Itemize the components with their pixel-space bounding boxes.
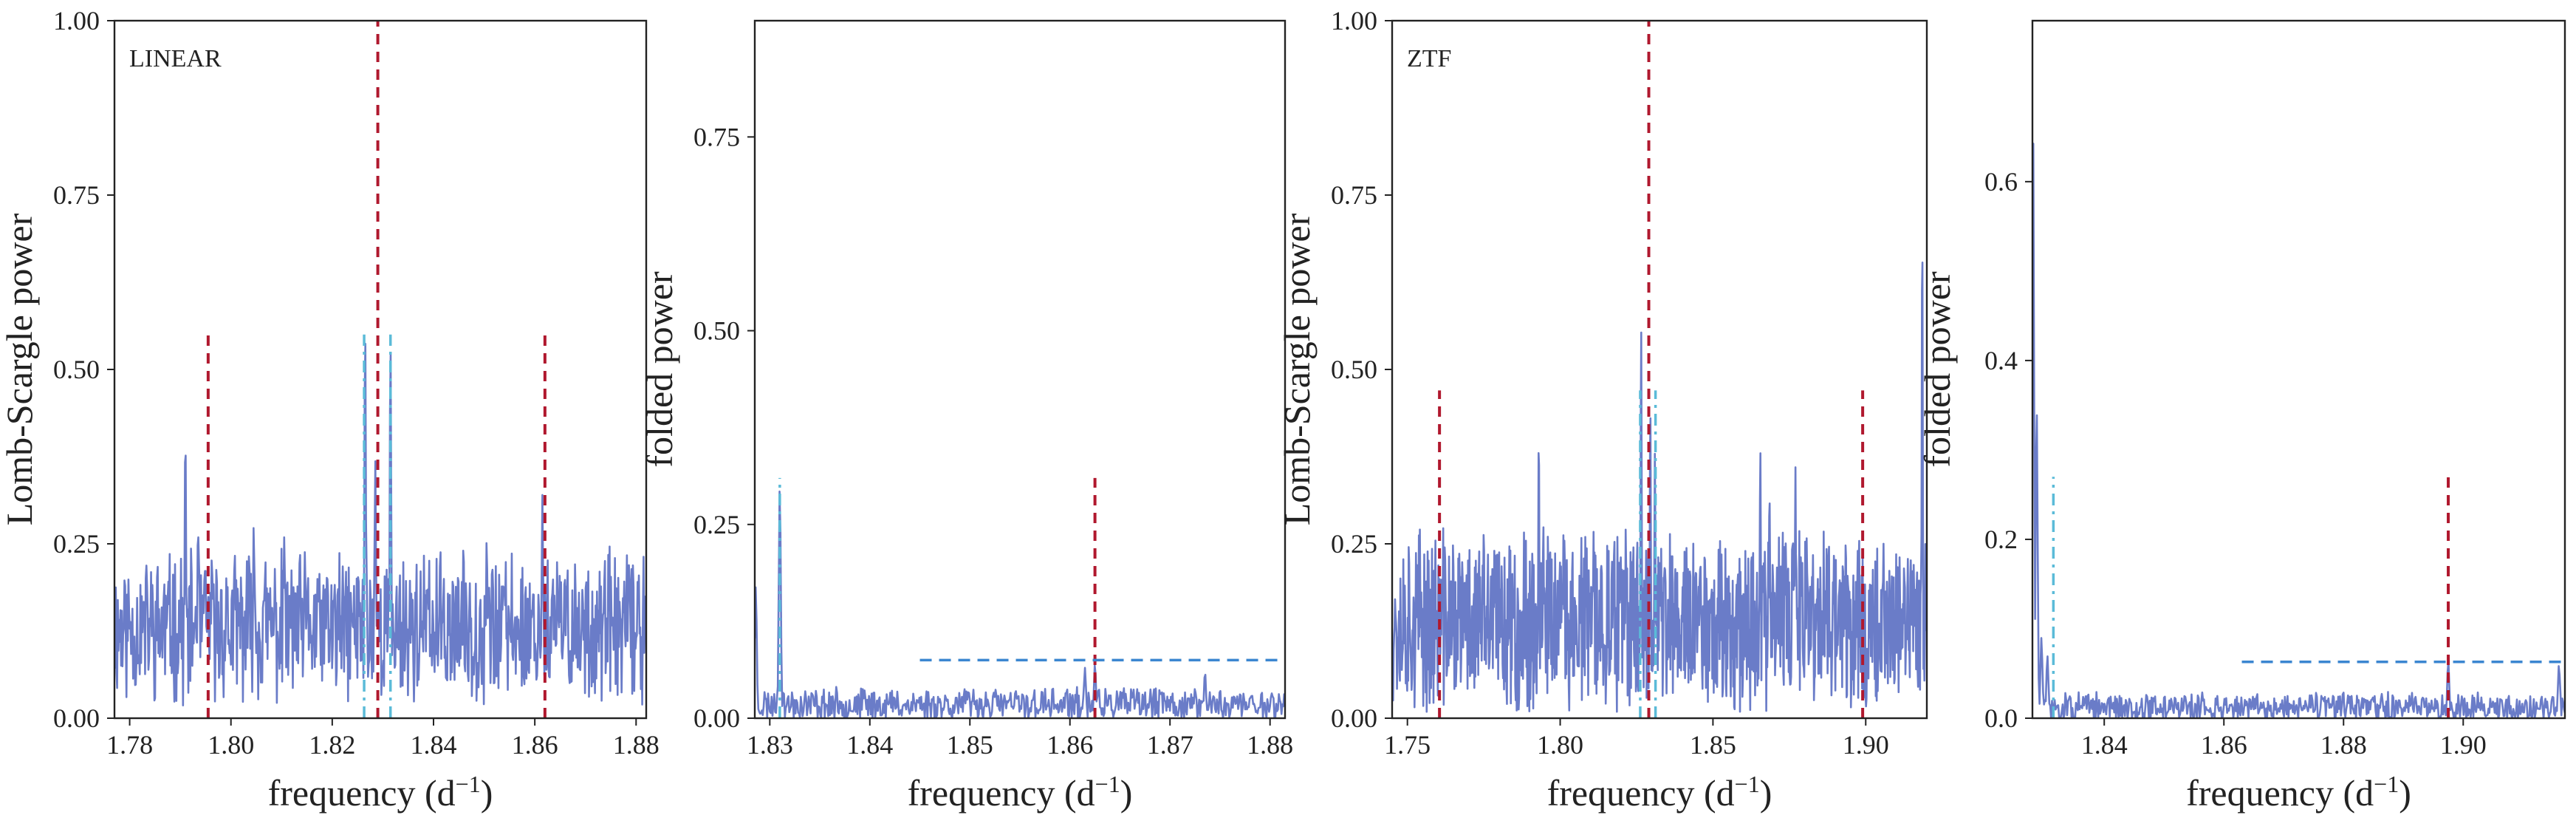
plot-area bbox=[2032, 143, 2565, 718]
x-tick-label: 1.78 bbox=[106, 730, 153, 760]
x-tick-label: 1.86 bbox=[1046, 730, 1093, 760]
x-tick-label: 1.80 bbox=[1537, 730, 1583, 760]
y-tick-label: 0.4 bbox=[1984, 346, 2018, 375]
x-tick-label: 1.85 bbox=[947, 730, 993, 760]
y-tick-label: 0.00 bbox=[53, 703, 100, 733]
y-tick-label: 0.50 bbox=[693, 316, 740, 346]
panel-3: 1.75 1.80 1.85 1.90 0.00 0.25 0.50 0.75 1.00 freq… bbox=[1276, 6, 1928, 814]
x-tick-label: 1.80 bbox=[208, 730, 254, 760]
power-series-line bbox=[1392, 261, 1927, 713]
x-tick-label: 1.84 bbox=[2081, 730, 2128, 760]
power-series-line bbox=[755, 490, 1285, 718]
y-tick-label: 0.50 bbox=[53, 355, 100, 384]
y-axis-label: Lomb-Scargle power bbox=[0, 213, 40, 525]
y-tick-label: 0.0 bbox=[1984, 703, 2018, 733]
x-tick-label: 1.88 bbox=[1247, 730, 1293, 760]
power-series-line bbox=[114, 342, 646, 706]
y-tick-label: 0.75 bbox=[1331, 180, 1377, 210]
x-tick-label: 1.85 bbox=[1690, 730, 1736, 760]
y-axis-label: folded power bbox=[1916, 271, 1958, 468]
y-tick-label: 0.6 bbox=[1984, 167, 2018, 197]
axes-frame bbox=[2031, 19, 2566, 720]
plot-area bbox=[755, 477, 1285, 718]
x-tick-label: 1.84 bbox=[846, 730, 893, 760]
x-axis-label: frequency (d−1) bbox=[1547, 771, 1772, 814]
panel-1: 1.78 1.80 1.82 1.84 1.86 1.88 0.00 0.25 0.50 0.75… bbox=[0, 6, 660, 814]
panel-tag: ZTF bbox=[1407, 45, 1451, 72]
x-tick-label: 1.88 bbox=[2320, 730, 2367, 760]
panel-2: 1.83 1.84 1.85 1.86 1.87 1.88 0.00 0.25 0.50 0.75… bbox=[639, 19, 1293, 814]
panel-4: 1.84 1.86 1.88 1.90 0.0 0.2 0.4 0.6 frequency (d… bbox=[1916, 19, 2566, 814]
x-tick-label: 1.83 bbox=[747, 730, 793, 760]
x-tick-label: 1.75 bbox=[1384, 730, 1431, 760]
y-tick-label: 0.75 bbox=[693, 122, 740, 151]
power-series-line bbox=[2032, 143, 2565, 718]
y-tick-label: 0.2 bbox=[1984, 525, 2018, 554]
y-tick-label: 0.25 bbox=[1331, 529, 1377, 559]
x-tick-label: 1.86 bbox=[512, 730, 558, 760]
plot-area bbox=[1392, 21, 1927, 718]
x-tick-label: 1.86 bbox=[2201, 730, 2247, 760]
y-tick-label: 0.00 bbox=[693, 703, 740, 733]
x-tick-label: 1.88 bbox=[613, 730, 660, 760]
y-tick-label: 0.00 bbox=[1331, 703, 1377, 733]
plot-area bbox=[114, 21, 646, 718]
x-axis-label: frequency (d−1) bbox=[908, 771, 1133, 814]
y-tick-label: 1.00 bbox=[53, 6, 100, 35]
y-tick-label: 0.75 bbox=[53, 180, 100, 210]
x-tick-label: 1.87 bbox=[1147, 730, 1193, 760]
x-tick-label: 1.82 bbox=[309, 730, 355, 760]
x-tick-label: 1.90 bbox=[1843, 730, 1889, 760]
y-tick-label: 1.00 bbox=[1331, 6, 1377, 35]
panel-tag: LINEAR bbox=[129, 45, 222, 72]
axes-frame bbox=[753, 19, 1287, 720]
y-tick-label: 0.25 bbox=[53, 529, 100, 559]
y-tick-label: 0.25 bbox=[693, 510, 740, 539]
x-axis-label: frequency (d−1) bbox=[2186, 771, 2411, 814]
x-axis-label: frequency (d−1) bbox=[268, 771, 493, 814]
x-tick-label: 1.84 bbox=[411, 730, 457, 760]
y-tick-label: 0.50 bbox=[1331, 355, 1377, 384]
x-tick-label: 1.90 bbox=[2440, 730, 2487, 760]
y-axis-label: Lomb-Scargle power bbox=[1276, 213, 1318, 525]
y-axis-label: folded power bbox=[639, 271, 680, 468]
